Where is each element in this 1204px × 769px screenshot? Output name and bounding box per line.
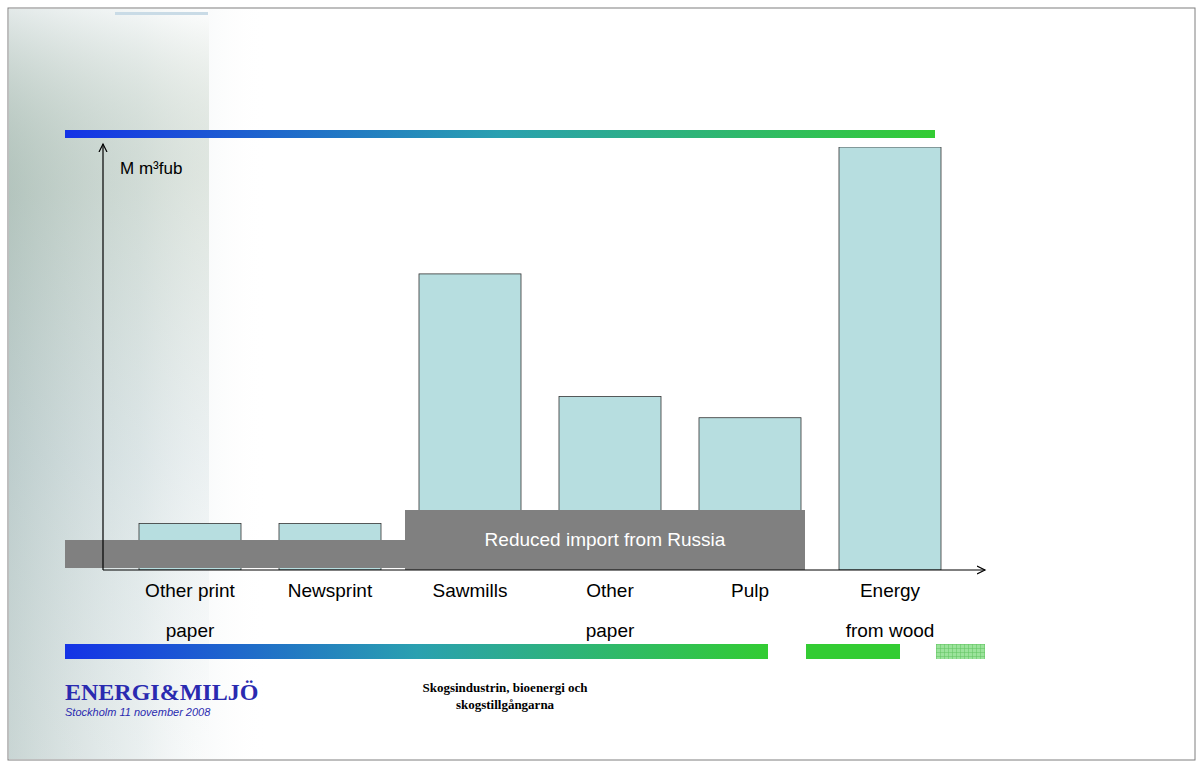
annotation: Reduced import from Russia [485, 529, 726, 550]
decor-line [65, 130, 935, 138]
footer-title: Skogsindustrin, bioenergi och skogstillgå… [422, 680, 588, 712]
text-line: skogstillgångarna [456, 697, 555, 712]
bars [139, 147, 941, 570]
text-line: Other print [145, 580, 235, 601]
text-line: Energy [860, 580, 921, 601]
category-label: Other print paper [145, 580, 235, 641]
text-line: Newsprint [288, 580, 373, 601]
slide-frame [8, 8, 1195, 760]
category-label: Pulp [731, 580, 769, 601]
text-line: Pulp [731, 580, 769, 601]
bar [839, 147, 941, 570]
y-axis [102, 144, 103, 570]
category-label: Newsprint [288, 580, 373, 601]
text-line: from wood [846, 620, 935, 641]
text-line: Sawmills [433, 580, 508, 601]
footer-brand: ENERGI&MILJÖ [65, 679, 258, 705]
axis-title: M m³fub [120, 159, 182, 178]
text-line: paper [166, 620, 215, 641]
import-box [405, 510, 805, 570]
footer-date: Stockholm 11 november 2008 [65, 706, 211, 718]
category-label: Other paper [586, 580, 635, 641]
text-line: Skogsindustrin, bioenergi och [422, 680, 588, 695]
decor-line [115, 12, 208, 15]
decor-line [936, 644, 985, 659]
category-label: Energy from wood [846, 580, 935, 641]
x-axis [103, 569, 985, 570]
category-label: Sawmills [433, 580, 508, 601]
slide: Reduced import from Russia M m³fub Other p… [0, 0, 1204, 769]
text-line: paper [586, 620, 635, 641]
text-line: Other [586, 580, 634, 601]
import-band [65, 540, 405, 568]
decor-line [65, 644, 768, 659]
decor-line [806, 644, 900, 659]
